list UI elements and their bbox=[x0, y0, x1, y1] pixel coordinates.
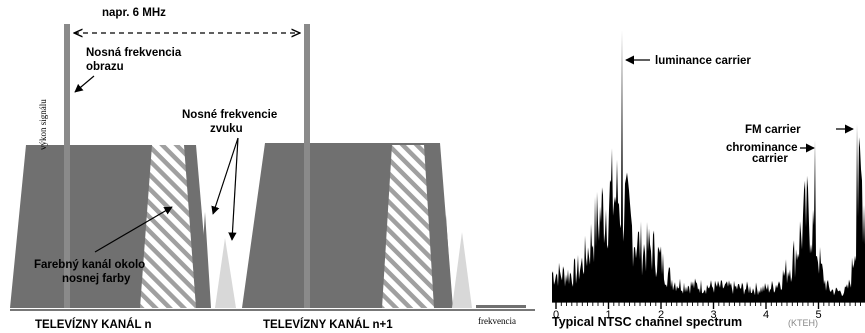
x-axis-ticks bbox=[555, 302, 861, 309]
channel-n-color-band bbox=[140, 145, 196, 308]
tv-channel-diagram: napr. 6 MHz Nosná frekvencia obrazu výko… bbox=[10, 7, 535, 331]
tick-label: 4 bbox=[763, 309, 769, 321]
ntsc-spectrum-chart: 0123456 luminance carrier FM carrier chr… bbox=[552, 30, 865, 329]
chart-caption-credit: (KTEH) bbox=[788, 318, 818, 328]
channel-n-sound-dark bbox=[199, 212, 211, 308]
luminance-label: luminance carrier bbox=[655, 55, 751, 67]
sound-pointer-1 bbox=[211, 137, 239, 215]
tick-label: 5 bbox=[815, 309, 821, 321]
color-channel-label-line1: Farebný kanál okolo bbox=[34, 259, 145, 271]
color-channel-label-line2: nosnej farby bbox=[62, 273, 131, 285]
video-carrier-bar-n1 bbox=[304, 24, 310, 308]
sound-pointer-2 bbox=[228, 137, 239, 241]
channel-n1-sound-dark bbox=[440, 215, 452, 308]
channel-n-sound-light bbox=[215, 238, 236, 308]
bandwidth-label: napr. 6 MHz bbox=[102, 7, 166, 19]
channel-n1-color-band bbox=[382, 145, 434, 308]
x-axis-tick-labels: 0123456 bbox=[553, 309, 822, 321]
x-axis-label: frekvencia bbox=[478, 316, 516, 326]
color-channel-pointer bbox=[94, 206, 173, 253]
sound-carrier-label-line2: zvuku bbox=[210, 123, 243, 135]
sound-carrier-label-line1: Nosné frekvencie bbox=[182, 109, 277, 121]
channel-n-label: TELEVÍZNY KANÁL n bbox=[35, 318, 152, 331]
tick-label: 0 bbox=[553, 309, 559, 321]
tick-label: 2 bbox=[658, 309, 664, 321]
video-carrier-pointer bbox=[74, 75, 95, 93]
tick-label: 3 bbox=[710, 309, 716, 321]
spectrum-trace bbox=[552, 30, 865, 302]
chrominance-label-line1: chrominance bbox=[726, 142, 798, 154]
y-axis-label: výkon signálu bbox=[38, 99, 48, 150]
channel-n1-sound-light bbox=[452, 232, 472, 308]
channel-n2-edge bbox=[476, 305, 526, 308]
chart-caption: Typical NTSC channel spectrum bbox=[552, 315, 742, 329]
video-carrier-bar-n bbox=[64, 24, 70, 308]
fm-carrier-label: FM carrier bbox=[745, 124, 801, 136]
chrominance-label-line2: carrier bbox=[752, 153, 788, 165]
tick-label: 1 bbox=[605, 309, 611, 321]
video-carrier-label-line2: obrazu bbox=[86, 61, 124, 73]
channel-n1-label: TELEVÍZNY KANÁL n+1 bbox=[263, 318, 393, 331]
video-carrier-label-line1: Nosná frekvencia bbox=[86, 47, 182, 59]
